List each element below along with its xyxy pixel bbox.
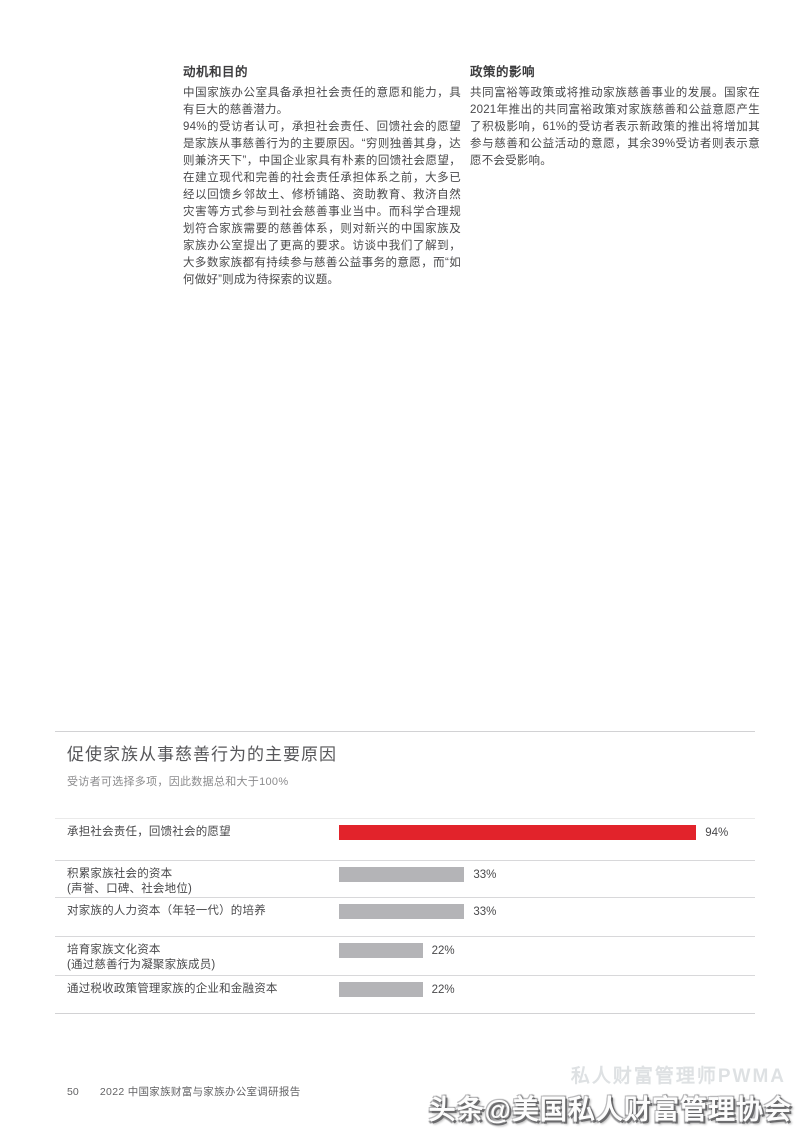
- chart-row: 积累家族社会的资本 (声誉、口碑、社会地位) 33%: [55, 860, 755, 897]
- bar-with-value: 33%: [339, 904, 496, 919]
- bar-category-label-line1: 积累家族社会的资本: [67, 868, 173, 880]
- bar-segment: [339, 867, 465, 882]
- bar-category-label: 积累家族社会的资本 (声誉、口碑、社会地位): [67, 867, 332, 897]
- bar-chart: 促使家族从事慈善行为的主要原因 受访者可选择多项，因此数据总和大于100% 承担…: [55, 731, 755, 1014]
- section-heading-policy: 政策的影响: [470, 65, 536, 79]
- page-number: 50: [67, 1086, 79, 1098]
- bar-segment: [339, 943, 423, 958]
- bar-segment: [339, 982, 423, 997]
- bar-category-label-line1: 对家族的人力资本（年轻一代）的培养: [67, 905, 266, 917]
- bar-category-label: 培育家族文化资本 (通过慈善行为凝聚家族成员): [67, 943, 332, 973]
- bar-segment: [339, 904, 465, 919]
- bar-category-label-line2: (声誉、口碑、社会地位): [67, 883, 193, 895]
- page-footer: 50 2022 中国家族财富与家族办公室调研报告: [67, 1084, 301, 1099]
- chart-title: 促使家族从事慈善行为的主要原因: [67, 745, 337, 764]
- bar-category-label: 承担社会责任，回馈社会的愿望: [67, 825, 332, 840]
- bar-category-label: 通过税收政策管理家族的企业和金融资本: [67, 982, 332, 997]
- chart-row: 培育家族文化资本 (通过慈善行为凝聚家族成员) 22%: [55, 936, 755, 975]
- watermark-faint: 私人财富管理师PWMA: [570, 1066, 786, 1087]
- chart-row: 承担社会责任，回馈社会的愿望 94%: [55, 818, 755, 860]
- column-policy: 政策的影响 共同富裕等政策或将推动家族慈善事业的发展。国家在2021年推出的共同…: [470, 61, 760, 170]
- column-motivation: 动机和目的 中国家族办公室具备承担社会责任的意愿和能力，具有巨大的慈善潜力。 9…: [183, 61, 461, 289]
- paragraph: 共同富裕等政策或将推动家族慈善事业的发展。国家在2021年推出的共同富裕政策对家…: [470, 87, 760, 167]
- bar-segment: [339, 825, 697, 840]
- chart-subtitle: 受访者可选择多项，因此数据总和大于100%: [67, 776, 289, 788]
- bar-value-label: 33%: [473, 868, 497, 881]
- bar-value-label: 94%: [705, 826, 729, 839]
- bar-with-value: 22%: [339, 943, 455, 958]
- footer-report-title: 2022 中国家族财富与家族办公室调研报告: [99, 1086, 301, 1098]
- bar-value-label: 22%: [431, 944, 455, 957]
- bar-category-label-line1: 培育家族文化资本: [67, 944, 161, 956]
- chart-divider-top: [55, 731, 755, 732]
- bar-value-label: 22%: [431, 983, 455, 996]
- paragraph: 94%的受访者认可，承担社会责任、回馈社会的愿望是家族从事慈善行为的主要原因。“…: [183, 121, 461, 286]
- bar-category-label-line2: (通过慈善行为凝聚家族成员): [67, 959, 216, 971]
- chart-rows: 承担社会责任，回馈社会的愿望 94% 积累家族社会的资本 (声誉、口碑、社会地位…: [55, 818, 755, 1014]
- chart-row: 对家族的人力资本（年轻一代）的培养 33%: [55, 897, 755, 936]
- bar-with-value: 94%: [339, 825, 728, 840]
- bar-value-label: 33%: [473, 905, 497, 918]
- paragraph: 中国家族办公室具备承担社会责任的意愿和能力，具有巨大的慈善潜力。: [183, 87, 461, 116]
- watermark-main: 头条@美国私人财富管理协会: [428, 1095, 792, 1125]
- bar-category-label-line1: 通过税收政策管理家族的企业和金融资本: [67, 983, 278, 995]
- bar-category-label: 对家族的人力资本（年轻一代）的培养: [67, 904, 332, 919]
- section-heading-motivation: 动机和目的: [183, 65, 249, 79]
- bar-with-value: 22%: [339, 982, 455, 997]
- bar-category-label-line1: 承担社会责任，回馈社会的愿望: [67, 826, 231, 838]
- bar-with-value: 33%: [339, 867, 496, 882]
- chart-row: 通过税收政策管理家族的企业和金融资本 22%: [55, 975, 755, 1013]
